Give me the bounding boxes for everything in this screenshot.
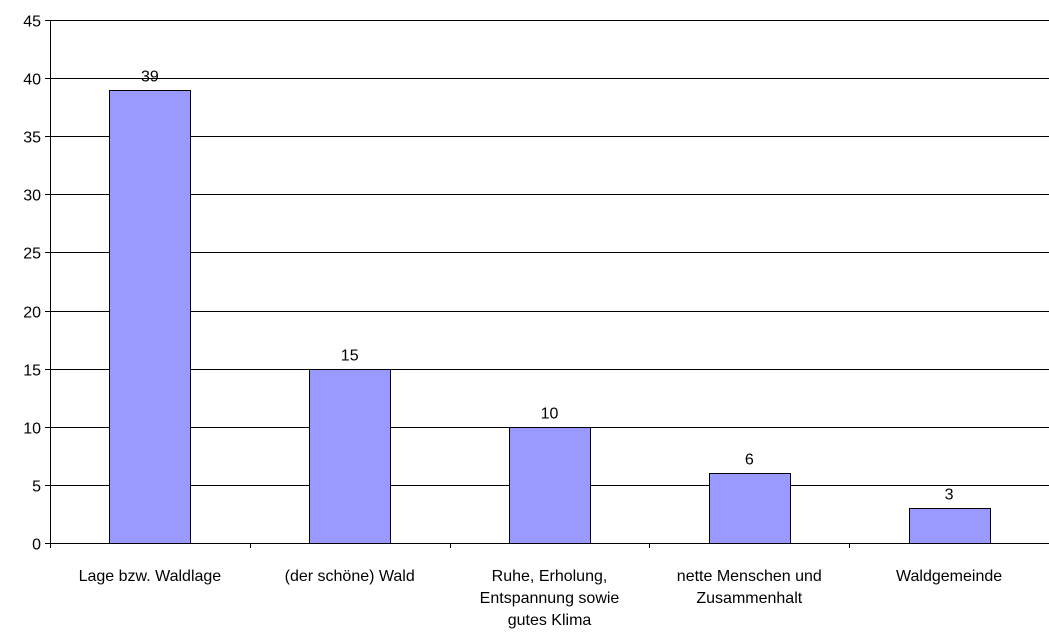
data-label-1: 15 <box>341 348 359 365</box>
category-label-1-line-0: (der schöne) Wald <box>285 568 415 585</box>
data-label-3: 6 <box>745 452 754 469</box>
y-tick-label-0: 0 <box>32 537 41 554</box>
y-tick-label-20: 20 <box>23 305 41 322</box>
gridlines <box>50 20 1049 486</box>
y-tick-label-10: 10 <box>23 421 41 438</box>
category-label-0-line-0: Lage bzw. Waldlage <box>79 568 222 585</box>
y-tick-labels: 0 5 10 15 20 25 30 35 40 45 <box>23 14 41 554</box>
category-label-2-line-0: Ruhe, Erholung, <box>492 568 608 585</box>
bar-1 <box>309 369 391 544</box>
category-label-4-line-0: Waldgemeinde <box>896 568 1002 585</box>
category-label-3-line-1: Zusammenhalt <box>696 590 802 607</box>
y-tick-label-15: 15 <box>23 363 41 380</box>
axes <box>45 20 1049 548</box>
y-tick-label-35: 35 <box>23 130 41 147</box>
bar-2 <box>509 427 591 544</box>
bar-3 <box>709 473 791 544</box>
data-label-4: 3 <box>945 487 954 504</box>
category-label-3-line-0: nette Menschen und <box>677 568 822 585</box>
bar-0 <box>109 90 191 544</box>
data-labels: 39 15 10 6 3 <box>141 69 954 504</box>
y-tick-label-25: 25 <box>23 246 41 263</box>
data-label-2: 10 <box>541 406 559 423</box>
y-tick-label-40: 40 <box>23 72 41 89</box>
data-label-0: 39 <box>141 69 159 86</box>
y-tick-label-5: 5 <box>32 479 41 496</box>
category-label-2-line-1: Entspannung sowie <box>480 590 620 607</box>
x-category-labels: Lage bzw. Waldlage (der schöne) Wald Ruhe,… <box>79 568 1003 629</box>
category-label-2-line-2: gutes Klima <box>508 612 592 629</box>
bars <box>109 90 991 544</box>
y-tick-label-45: 45 <box>23 14 41 31</box>
bar-4 <box>909 508 991 544</box>
y-tick-label-30: 30 <box>23 188 41 205</box>
